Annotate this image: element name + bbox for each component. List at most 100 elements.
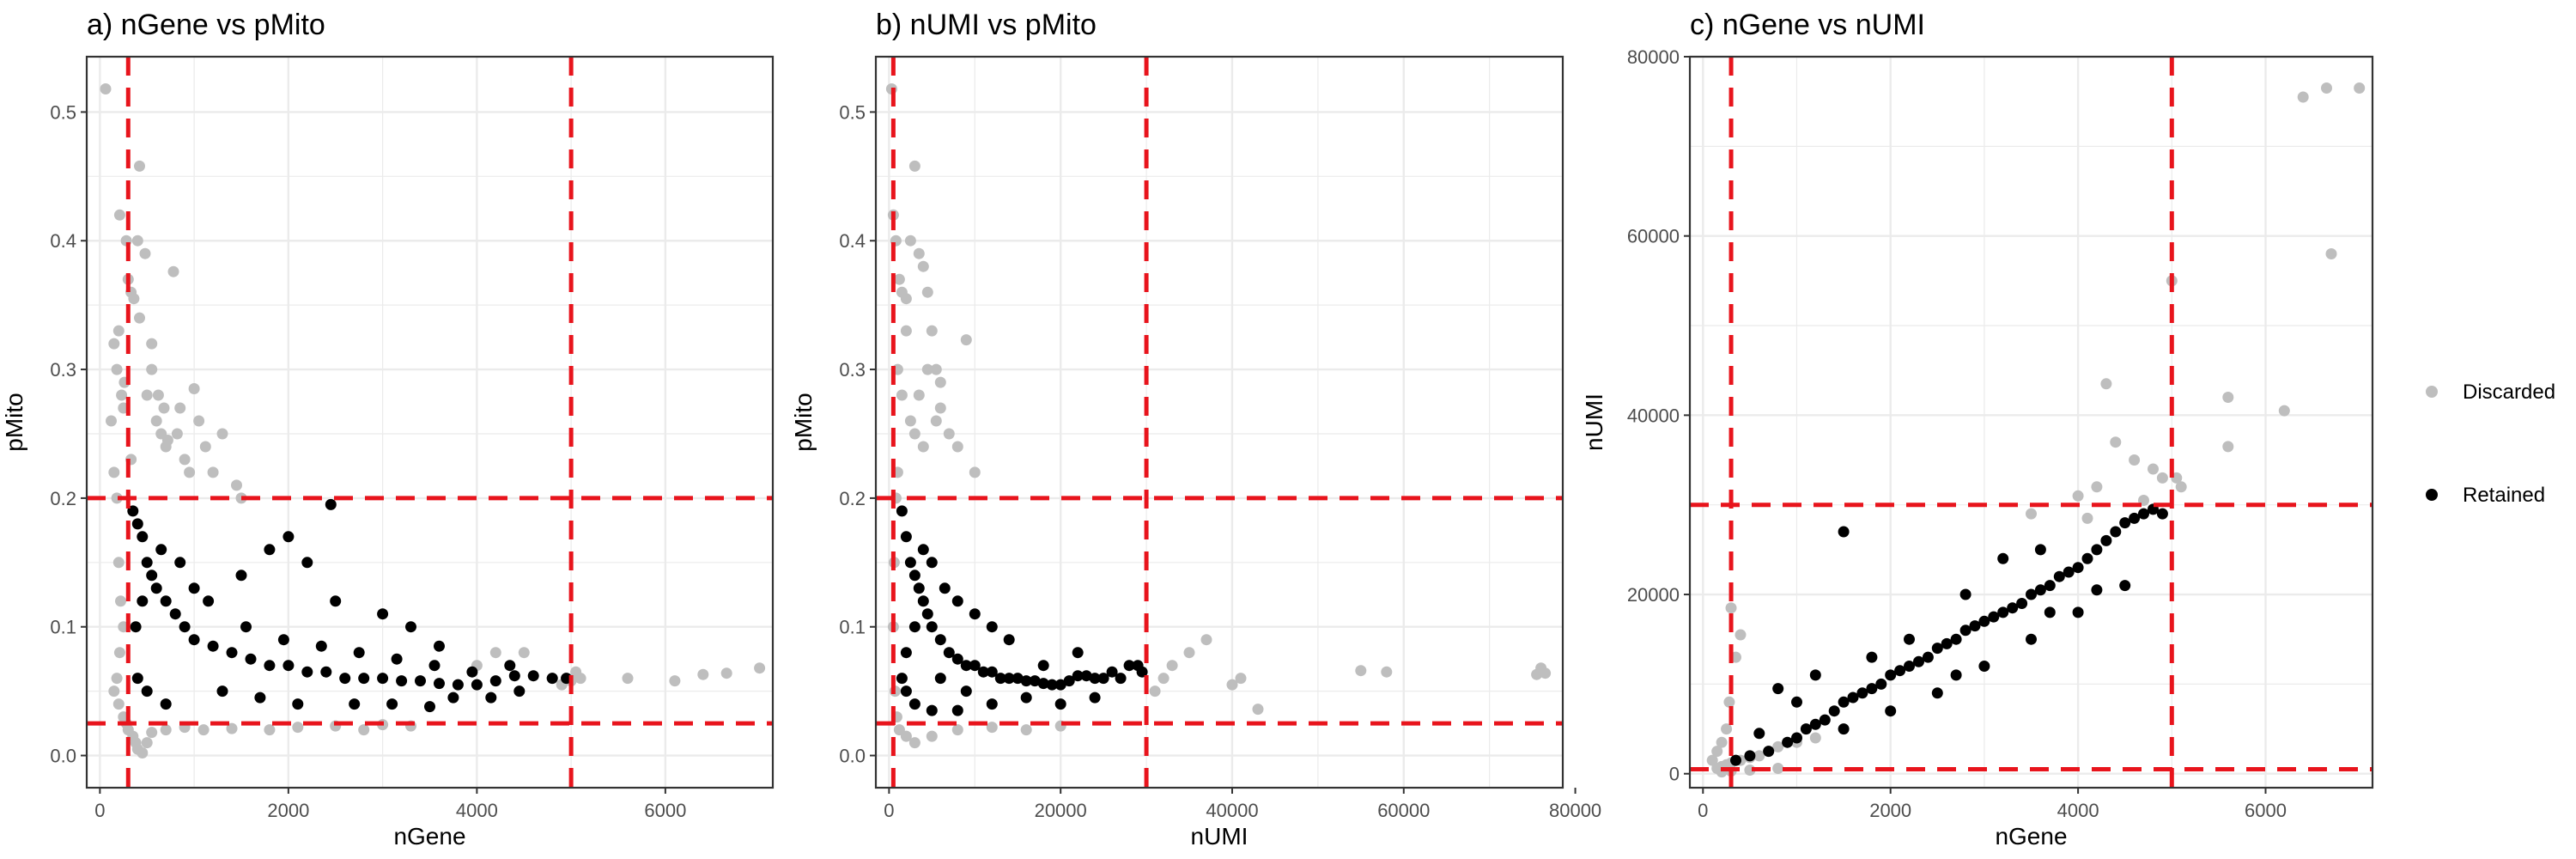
panel-1-retained-point: [264, 544, 276, 556]
panel-1-discarded-point: [115, 595, 126, 607]
panel-3-discarded-point: [1809, 732, 1821, 744]
panel-3-discarded-point: [2100, 378, 2112, 390]
panel-3-retained-point: [1819, 714, 1831, 726]
panel-1-discarded-point: [158, 402, 170, 414]
panel-1-retained-point: [471, 679, 483, 691]
panel-3-retained-point: [1959, 624, 1971, 637]
panel-1-retained-point: [131, 518, 143, 530]
panel-3-retained-point: [1931, 643, 1943, 655]
panel-1-discarded-point: [113, 209, 125, 221]
panel-2-retained-point: [943, 647, 955, 659]
panel-3-discarded-point: [1725, 602, 1737, 614]
panel-1-retained-point: [513, 685, 526, 698]
panel-1-discarded-point: [489, 647, 501, 659]
panel-2-retained-point: [1097, 673, 1109, 685]
panel-1-retained-point: [141, 557, 153, 569]
panel-1-discarded-point: [111, 492, 123, 504]
panel-2-discarded-point: [904, 235, 916, 247]
panel-1-retained-point: [358, 673, 370, 685]
panel-2-discarded-point: [1540, 667, 1552, 679]
panel-3-retained-point: [1904, 633, 1915, 645]
panel-3-retained-point: [1894, 665, 1906, 677]
panel-1-retained-point: [489, 675, 501, 687]
panel-1-retained-point: [292, 698, 304, 710]
panel-2-discarded-point: [986, 722, 998, 734]
panel-3-retained-point: [1809, 718, 1821, 730]
panel-3-discarded-point: [2091, 481, 2103, 493]
panel-1-retained-point: [174, 557, 186, 569]
panel-1-discarded-point: [160, 724, 172, 736]
panel-3-retained-point: [2138, 508, 2149, 520]
panel-2-discarded-point: [1166, 660, 1178, 672]
panel-1-discarded-point: [188, 383, 200, 394]
panel-1-retained-point: [320, 666, 332, 678]
panel-3-discarded-point: [2156, 472, 2168, 484]
panel-2-retained-point: [913, 582, 925, 594]
panel-1-retained-point: [504, 660, 516, 672]
panel-3-retained-point: [1838, 526, 1850, 538]
panel-2-retained-point: [917, 544, 929, 556]
panel-1-retained-point: [283, 660, 295, 672]
panel-1-retained-point: [349, 698, 361, 710]
panel-2-retained-point: [1020, 691, 1032, 704]
panel-1-retained-point: [240, 621, 252, 633]
panel-3-retained-point: [1997, 606, 2009, 618]
panel-2-retained-point: [951, 704, 963, 716]
panel-2-retained-point: [1123, 660, 1135, 672]
panel-3-title: c) nGene vs nUMI: [1690, 9, 1925, 41]
panel-1-y-tick-label: 0.3: [50, 359, 76, 381]
panel-2-retained-point: [896, 673, 908, 685]
panel-1-y-tick-label: 0.0: [50, 746, 76, 767]
panel-2-discarded-point: [900, 325, 912, 337]
panel-3-retained-point: [1856, 687, 1868, 699]
panel-2-retained-point: [1106, 666, 1118, 678]
panel-1-retained-point: [137, 595, 149, 607]
panel-2-retained-point: [900, 531, 912, 543]
panel-1-retained-point: [155, 544, 167, 556]
panel-3-retained-point: [1809, 669, 1821, 681]
panel-1-retained-point: [150, 582, 162, 594]
panel-2-y-tick-label: 0.4: [839, 230, 866, 252]
panel-1-discarded-point: [184, 466, 196, 478]
panel-3-retained-point: [2026, 633, 2037, 645]
panel-1-discarded-point: [226, 722, 238, 734]
panel-2-x-tick-label: 60000: [1377, 800, 1430, 821]
panel-2-retained-point: [960, 685, 972, 698]
panel-3-discarded-point: [1711, 746, 1723, 758]
panel-2-retained-point: [1089, 691, 1101, 704]
panel-1-x-tick-label: 6000: [644, 800, 686, 821]
panel-3-retained-point: [1791, 732, 1802, 744]
panel-2-retained-point: [1080, 670, 1092, 682]
panel-2-retained-point: [939, 582, 951, 594]
panel-2-retained-point: [951, 653, 963, 665]
panel-3-retained-point: [2072, 562, 2084, 574]
panel-2-retained-point: [926, 704, 938, 716]
panel-3-retained-point: [1838, 723, 1850, 735]
panel-3-retained-point: [1875, 678, 1887, 690]
panel-2-discarded-point: [1183, 647, 1195, 659]
panel-3-retained-point: [1904, 661, 1915, 672]
panel-3-retained-point: [1959, 588, 1971, 600]
panel-3-y-tick-label: 40000: [1627, 405, 1680, 426]
panel-2-retained-point: [994, 673, 1006, 685]
panel-2-retained-point: [917, 595, 929, 607]
panel-2-retained-point: [1003, 673, 1015, 685]
panel-3-retained-point: [2156, 508, 2168, 520]
panel-1-discarded-point: [141, 389, 153, 401]
panel-3-discarded-point: [2026, 508, 2037, 520]
panel-3-y-tick-label: 60000: [1627, 226, 1680, 247]
panel-2-retained-point: [900, 647, 912, 659]
panel-2-discarded-point: [908, 160, 920, 172]
panel-1-discarded-point: [197, 724, 210, 736]
panel-2-discarded-point: [930, 363, 942, 375]
panel-3-retained-point: [2053, 570, 2065, 582]
panel-1-retained-point: [325, 498, 337, 510]
panel-1-discarded-point: [137, 747, 149, 758]
panel-1-discarded-point: [179, 454, 191, 466]
panel-1-discarded-point: [134, 160, 145, 172]
panel-3-retained-point: [2091, 584, 2103, 596]
panel-2-retained-point: [1115, 673, 1127, 685]
panel-2-discarded-point: [1226, 679, 1238, 691]
panel-1-discarded-point: [207, 466, 219, 478]
panel-3-retained-point: [1782, 736, 1794, 748]
